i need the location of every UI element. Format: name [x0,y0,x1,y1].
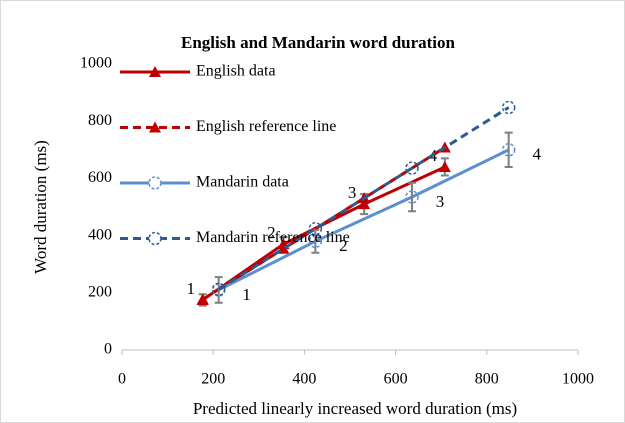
data-point [501,143,516,157]
x-tick-label: 1000 [562,371,594,388]
y-tick-label: 600 [88,169,112,186]
x-tick-label: 400 [292,371,316,388]
chart-title: English and Mandarin word duration [181,33,456,52]
data-point [501,100,516,115]
error-bar [214,276,223,304]
legend-label: Mandarin data [196,174,289,191]
legend-marker [148,176,162,190]
point-label: 2 [267,223,276,242]
point-label: 2 [339,236,348,255]
y-tick-label: 200 [88,283,112,300]
y-tick-label: 0 [104,341,112,358]
legend-marker [148,231,162,246]
legend-marker [149,66,161,77]
point-label: 4 [532,145,541,164]
data-point [438,160,451,172]
data-point [358,198,371,210]
x-axis-label: Predicted linearly increased word durati… [193,399,517,418]
series-line [217,106,510,291]
data-point [405,190,419,204]
error-bar [408,181,417,213]
legend-label: English data [196,63,276,80]
point-label: 3 [436,192,445,211]
x-tick-label: 200 [201,371,225,388]
data-point [308,234,323,249]
data-point [196,293,209,305]
error-bar [504,131,513,168]
data-point [308,221,323,236]
y-tick-label: 1000 [80,55,112,72]
y-tick-label: 800 [88,112,112,129]
point-label: 1 [242,285,251,304]
series-line [217,148,510,292]
y-tick-label: 400 [88,226,112,243]
legend-label: English reference line [196,118,336,135]
x-tick-label: 800 [475,371,499,388]
point-label: 1 [186,279,195,298]
data-point [405,161,419,175]
point-label: 3 [348,183,357,202]
series-line [201,146,446,301]
y-axis-label: Word duration (ms) [31,140,50,274]
legend-label: Mandarin reference line [196,229,350,246]
data-point [211,282,226,297]
x-tick-label: 0 [118,371,126,388]
x-tick-label: 600 [384,371,408,388]
legend-marker [149,121,161,133]
